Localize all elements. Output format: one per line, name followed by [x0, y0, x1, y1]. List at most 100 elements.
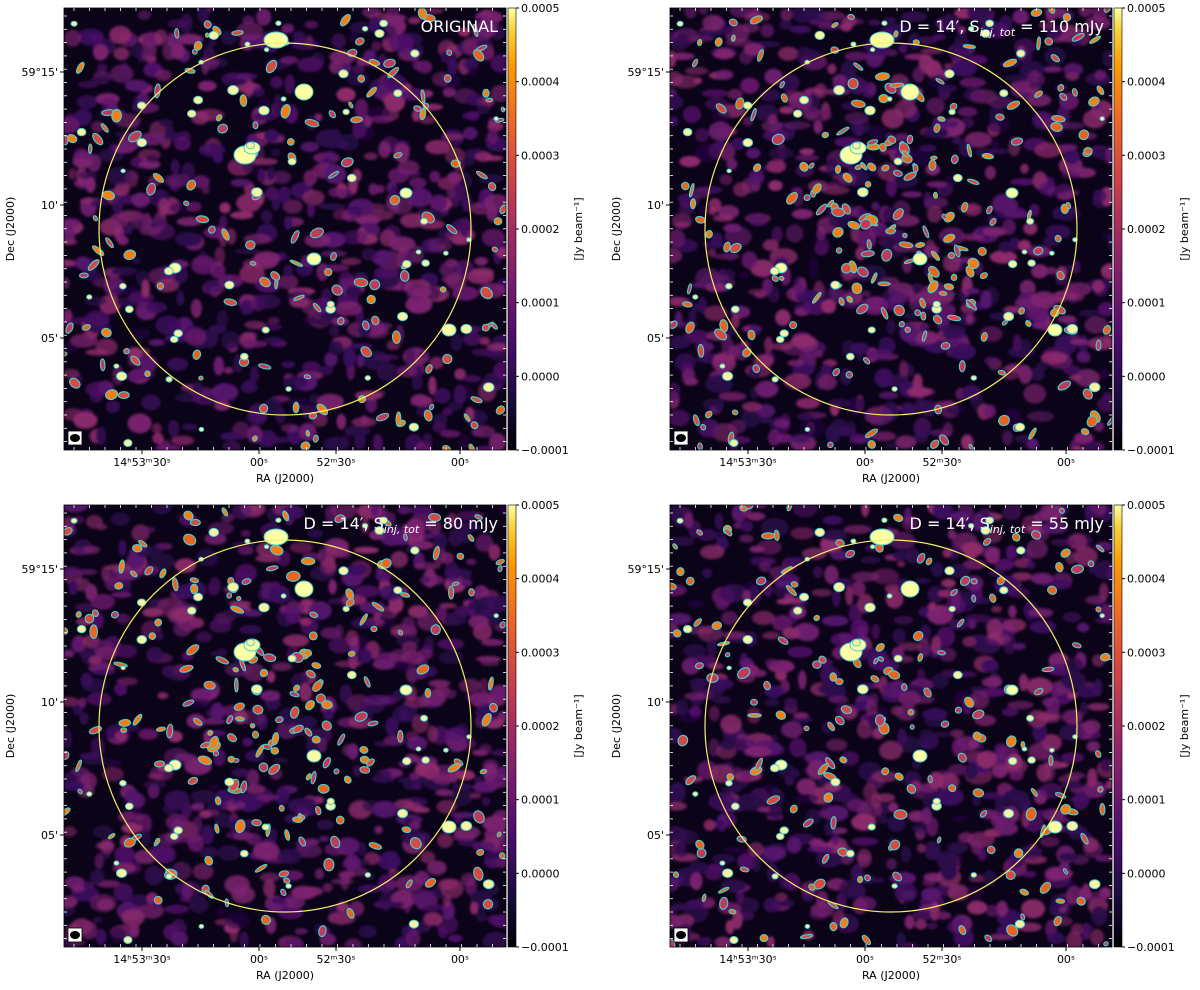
colorbar-label: [Jy beam⁻¹]: [1178, 197, 1191, 260]
colorbar: [507, 504, 517, 948]
panel-title: D = 14′, Sinj, tot = 110 mJy: [899, 17, 1104, 39]
bright-sources: [676, 516, 1105, 944]
colorbar-tick-label: 0.0004: [1127, 76, 1166, 89]
colorbar-tick-label: 0.0003: [1127, 646, 1166, 659]
beam-ellipse: [70, 931, 80, 939]
y-axis-label: Dec (J2000): [4, 197, 17, 262]
colorbar-tick-label: 0.0002: [521, 223, 560, 236]
colorbar-tick-label: 0.0003: [521, 646, 560, 659]
colorbar: [1113, 7, 1123, 451]
injection-region-circle: [98, 539, 472, 913]
x-tick-label: 52ᵐ30ˢ: [923, 456, 962, 469]
x-tick-label: 00ˢ: [856, 456, 874, 469]
bright-sources: [70, 516, 499, 944]
x-tick-label: 00ˢ: [1057, 456, 1075, 469]
x-tick-label: 00ˢ: [451, 953, 469, 966]
y-tick-label: 10': [647, 696, 664, 709]
x-tick-label: 00ˢ: [250, 456, 268, 469]
faint-emission: [670, 8, 1112, 450]
y-tick-label: 59°15': [627, 66, 664, 79]
colorbar-tick-label: 0.0005: [521, 2, 560, 15]
y-tick-label: 59°15': [21, 66, 58, 79]
y-tick-label: 59°15': [21, 563, 58, 576]
y-axis-label: Dec (J2000): [610, 197, 623, 262]
x-axis-label: RA (J2000): [862, 969, 920, 982]
y-axis-label: Dec (J2000): [610, 694, 623, 759]
x-tick-label: 00ˢ: [250, 953, 268, 966]
y-tick-label: 10': [41, 696, 58, 709]
faint-emission: [64, 8, 506, 450]
injection-region-circle: [704, 42, 1078, 416]
y-tick-label: 10': [41, 199, 58, 212]
colorbar-tick-label: 0.0001: [1127, 297, 1166, 310]
x-tick-label: 14ʰ53ᵐ30ˢ: [113, 953, 170, 966]
panel-110mjy: 14ʰ53ᵐ30ˢ 00ˢ 52ᵐ30ˢ 00ˢ 59°15' 10' 05' RA (J20…: [606, 0, 1200, 493]
injection-region-circle: [98, 42, 472, 416]
x-axis-label: RA (J2000): [256, 472, 314, 485]
panel-figure: 14ʰ53ᵐ30ˢ 00ˢ 52ᵐ30ˢ 00ˢ 59°15' 10' 05' RA (J20…: [4, 2, 585, 485]
colorbar-tick-label: 0.0002: [1127, 720, 1166, 733]
panel-figure: 14ʰ53ᵐ30ˢ 00ˢ 52ᵐ30ˢ 00ˢ 59°15' 10' 05' RA (J20…: [610, 2, 1191, 485]
colorbar-tick-label: 0.0000: [521, 370, 560, 383]
colorbar-tick-label: −0.0001: [521, 444, 569, 457]
y-tick-label: 05': [647, 829, 664, 842]
panel-title: ORIGINAL: [421, 17, 498, 36]
panel-original: 14ʰ53ᵐ30ˢ 00ˢ 52ᵐ30ˢ 00ˢ 59°15' 10' 05' RA (J20…: [0, 0, 600, 493]
colorbar-tick-label: 0.0005: [521, 499, 560, 512]
colorbar-tick-label: 0.0002: [1127, 223, 1166, 236]
colorbar-tick-label: 0.0005: [1127, 2, 1166, 15]
panel-title: D = 14′, Sinj, tot = 55 mJy: [910, 514, 1104, 536]
colorbar-tick-label: −0.0001: [1127, 941, 1175, 954]
x-axis-label: RA (J2000): [256, 969, 314, 982]
minor-ticks: [64, 505, 506, 947]
x-tick-label: 52ᵐ30ˢ: [317, 953, 356, 966]
panel-figure: 14ʰ53ᵐ30ˢ 00ˢ 52ᵐ30ˢ 00ˢ 59°15' 10' 05' RA (J20…: [610, 499, 1191, 982]
colorbar-tick-label: 0.0001: [1127, 794, 1166, 807]
colorbar-tick-label: 0.0001: [521, 297, 560, 310]
colorbar-tick-label: 0.0003: [521, 149, 560, 162]
injection-region-circle: [704, 539, 1078, 913]
panel-figure: 14ʰ53ᵐ30ˢ 00ˢ 52ᵐ30ˢ 00ˢ 59°15' 10' 05' RA (J20…: [4, 499, 585, 982]
y-tick-label: 10': [647, 199, 664, 212]
beam-ellipse: [70, 434, 80, 442]
colorbar-tick-label: 0.0002: [521, 720, 560, 733]
bright-sources: [676, 19, 1105, 447]
bright-sources: [70, 19, 499, 447]
x-tick-label: 00ˢ: [856, 953, 874, 966]
colorbar-tick-label: 0.0004: [1127, 573, 1166, 586]
y-tick-label: 05': [41, 829, 58, 842]
beam-ellipse: [676, 931, 686, 939]
x-tick-label: 00ˢ: [1057, 953, 1075, 966]
x-tick-label: 52ᵐ30ˢ: [923, 953, 962, 966]
beam-ellipse: [676, 434, 686, 442]
colorbar-tick-label: 0.0005: [1127, 499, 1166, 512]
colorbar-label: [Jy beam⁻¹]: [572, 197, 585, 260]
x-axis-label: RA (J2000): [862, 472, 920, 485]
y-axis-label: Dec (J2000): [4, 694, 17, 759]
panel-80mjy: 14ʰ53ᵐ30ˢ 00ˢ 52ᵐ30ˢ 00ˢ 59°15' 10' 05' RA (J20…: [0, 497, 600, 990]
colorbar-tick-label: 0.0003: [1127, 149, 1166, 162]
colorbar: [1113, 504, 1123, 948]
colorbar-tick-label: 0.0004: [521, 573, 560, 586]
colorbar-tick-label: −0.0001: [521, 941, 569, 954]
colorbar-tick-label: 0.0000: [1127, 867, 1166, 880]
colorbar-tick-label: 0.0000: [1127, 370, 1166, 383]
noise-field: [670, 8, 1112, 450]
x-tick-label: 14ʰ53ᵐ30ˢ: [113, 456, 170, 469]
x-tick-label: 14ʰ53ᵐ30ˢ: [719, 953, 776, 966]
colorbar-label: [Jy beam⁻¹]: [572, 694, 585, 757]
colorbar-label: [Jy beam⁻¹]: [1178, 694, 1191, 757]
x-tick-label: 00ˢ: [451, 456, 469, 469]
colorbar-tick-label: 0.0004: [521, 76, 560, 89]
minor-ticks: [670, 8, 1112, 450]
minor-ticks: [64, 8, 506, 450]
x-tick-label: 52ᵐ30ˢ: [317, 456, 356, 469]
panel-title: D = 14′, Sinj, tot = 80 mJy: [304, 514, 498, 536]
colorbar-tick-label: 0.0001: [521, 794, 560, 807]
colorbar: [507, 7, 517, 451]
panel-55mjy: 14ʰ53ᵐ30ˢ 00ˢ 52ᵐ30ˢ 00ˢ 59°15' 10' 05' RA (J20…: [606, 497, 1200, 990]
minor-ticks: [670, 505, 1112, 947]
y-tick-label: 05': [41, 332, 58, 345]
y-tick-label: 05': [647, 332, 664, 345]
colorbar-tick-label: 0.0000: [521, 867, 560, 880]
